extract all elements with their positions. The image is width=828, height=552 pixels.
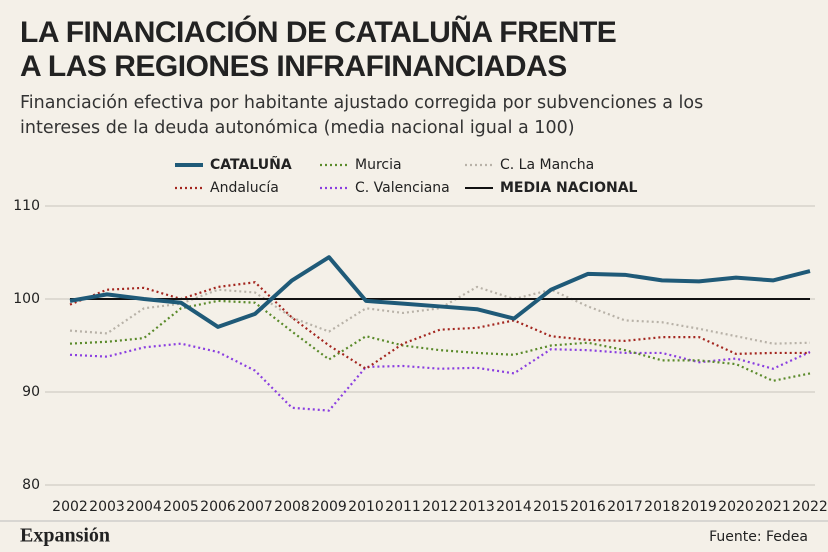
subtitle: Financiación efectiva por habitante ajus…: [20, 93, 703, 113]
x-tick-label: 2016: [570, 499, 606, 515]
chart-title: LA FINANCIACIÓN DE CATALUÑA FRENTE: [20, 15, 616, 49]
source: Fuente: Fedea: [709, 529, 808, 545]
subtitle: intereses de la deuda autonómica (media …: [20, 118, 575, 138]
x-tick-label: 2018: [644, 499, 680, 515]
x-tick-label: 2010: [348, 499, 384, 515]
legend-label: CATALUÑA: [210, 156, 292, 173]
x-tick-label: 2020: [718, 499, 754, 515]
x-tick-label: 2004: [126, 499, 162, 515]
series-line: [69, 255, 811, 329]
x-tick-label: 2022: [792, 499, 828, 515]
x-tick-label: 2009: [311, 499, 347, 515]
x-tick-label: 2008: [274, 499, 310, 515]
y-tick-label: 90: [22, 384, 40, 400]
y-tick-label: 110: [13, 198, 40, 214]
x-tick-label: 2014: [496, 499, 532, 515]
x-tick-label: 2002: [52, 499, 88, 515]
x-tick-label: 2006: [200, 499, 236, 515]
y-tick-label: 80: [22, 477, 40, 493]
x-tick-label: 2005: [163, 499, 199, 515]
series-line: [69, 342, 811, 412]
x-tick-label: 2019: [681, 499, 717, 515]
legend-label: Murcia: [355, 157, 402, 173]
x-tick-label: 2017: [607, 499, 643, 515]
legend-label: MEDIA NACIONAL: [500, 180, 638, 196]
x-tick-label: 2007: [237, 499, 273, 515]
x-tick-label: 2012: [422, 499, 458, 515]
x-tick-label: 2011: [385, 499, 421, 515]
x-tick-label: 2015: [533, 499, 569, 515]
legend-label: Andalucía: [210, 180, 279, 196]
y-tick-label: 100: [13, 291, 40, 307]
legend-label: C. La Mancha: [500, 157, 594, 173]
x-tick-label: 2003: [89, 499, 125, 515]
legend-label: C. Valenciana: [355, 180, 450, 196]
chart-title: A LAS REGIONES INFRAFINANCIADAS: [20, 50, 567, 83]
brand: Expansión: [20, 525, 110, 547]
series-line: [69, 285, 811, 345]
x-tick-label: 2021: [755, 499, 791, 515]
x-tick-label: 2013: [459, 499, 495, 515]
